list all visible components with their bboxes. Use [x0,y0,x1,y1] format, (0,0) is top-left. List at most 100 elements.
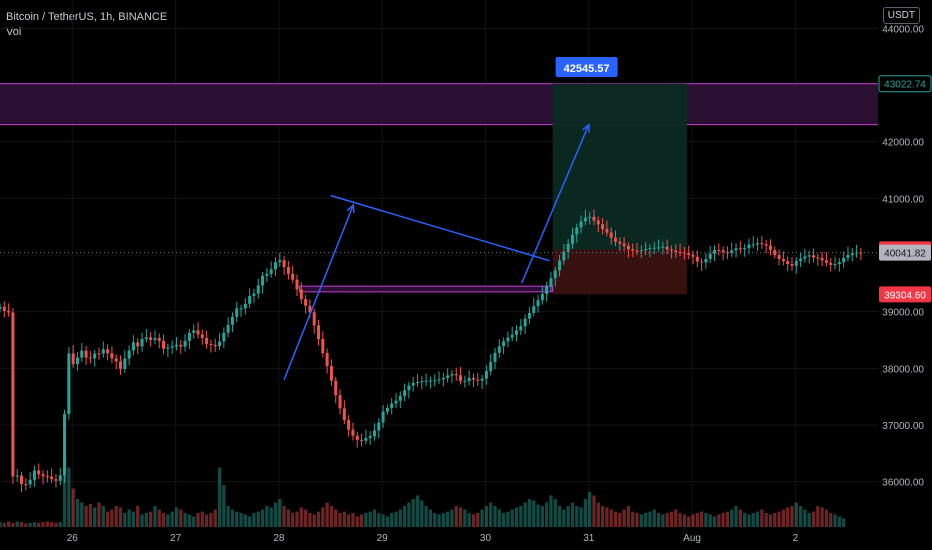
price-tick-label: 36000.00 [882,478,924,489]
candle-body [536,300,540,307]
volume-bar [200,511,204,527]
candle-body [248,295,252,304]
candle-body [63,413,67,476]
candle-body [588,216,592,218]
candle-body [441,377,445,380]
drawings[interactable]: 42545.57 [283,57,618,380]
candle-body [71,353,75,365]
volume-bar [527,499,532,527]
volume-bar [501,513,506,527]
candle-body [700,261,704,263]
volume-bar [105,511,110,527]
volume-bar [454,506,458,527]
candle-body [626,245,630,250]
volume-bar [265,506,269,527]
candle-body [583,217,587,222]
candle-body [837,262,841,265]
projection-arrow-line [520,124,590,284]
volume-bar [665,513,669,527]
volume-bar [316,511,321,527]
volume-bar [497,509,501,527]
volume-bar [140,514,144,527]
candle-body [84,350,88,358]
candle-body [540,293,544,301]
candle-body [385,407,389,412]
volume-bar [656,513,661,527]
volume-bar [532,500,536,527]
candle-body [424,380,428,382]
volume-bar [312,514,316,527]
candle-body [351,429,355,436]
volume-bar [394,511,398,527]
candle-body [704,258,708,263]
volume-bar [712,516,717,527]
candle-body [661,246,665,248]
volume-bar [510,509,514,527]
volume-bar [58,522,62,527]
candle-body [678,251,682,253]
candle-body [566,243,570,252]
candle-body [816,257,820,259]
target-label: 42545.57 [564,63,610,75]
price-badge [879,244,931,261]
price-axis[interactable]: 36000.0037000.0038000.0039000.0040000.00… [878,24,932,489]
time-axis[interactable]: 26 27 28 29 30 31 Aug 2 [67,533,799,544]
candle-body [338,395,342,409]
volume-bar [704,513,708,527]
volume-bar [368,511,372,527]
volume-bar [118,507,123,527]
candle-body [170,346,174,348]
volume-bar [824,509,829,527]
volume-bar [631,511,635,527]
candle-body [833,264,837,266]
candle-body [592,216,596,221]
candle-body [295,279,299,290]
volume-bar [282,506,286,527]
currency-selector[interactable]: USDT [882,7,920,24]
volume-bar [687,516,691,527]
candle-body [97,353,101,355]
volume-bar [682,514,687,527]
volume-bar [278,499,282,527]
candle-body [609,232,613,238]
volume-bar [19,522,24,527]
candle-body [149,337,153,340]
volume-bar [420,500,424,527]
volume-bar [273,502,278,527]
price-tick-label: 41000.00 [882,194,924,205]
candle-body [652,247,656,249]
volume-bar [829,513,833,527]
candle-body [515,330,519,335]
volume-bar [28,522,32,527]
candle-body [846,255,850,258]
candle-body [605,228,609,233]
volume-bar [50,522,54,527]
volume-bar [308,513,312,527]
candle-body [127,350,131,359]
volume-bar [157,509,161,527]
candle-body [463,381,467,383]
volume-bar [777,511,781,527]
volume-bar [467,513,471,527]
volume-bar [781,509,786,527]
volume-bar [127,509,131,527]
candle-body [2,306,6,311]
volume-bar [583,499,588,527]
volume-bar [338,513,342,527]
volume-bar [153,506,157,527]
volume-bar [773,513,777,527]
candle-body [80,350,84,358]
candle-body [575,227,579,235]
candle-body [674,250,678,252]
candle-body [15,475,19,477]
volume-bar [84,506,88,527]
volume-bar [816,506,820,527]
volume-bar [820,507,824,527]
candle-body [639,250,643,252]
candle-body [570,234,574,244]
candle-body [811,255,816,258]
candle-body [321,338,325,354]
candle-body [523,318,527,327]
candle-body [420,381,424,383]
